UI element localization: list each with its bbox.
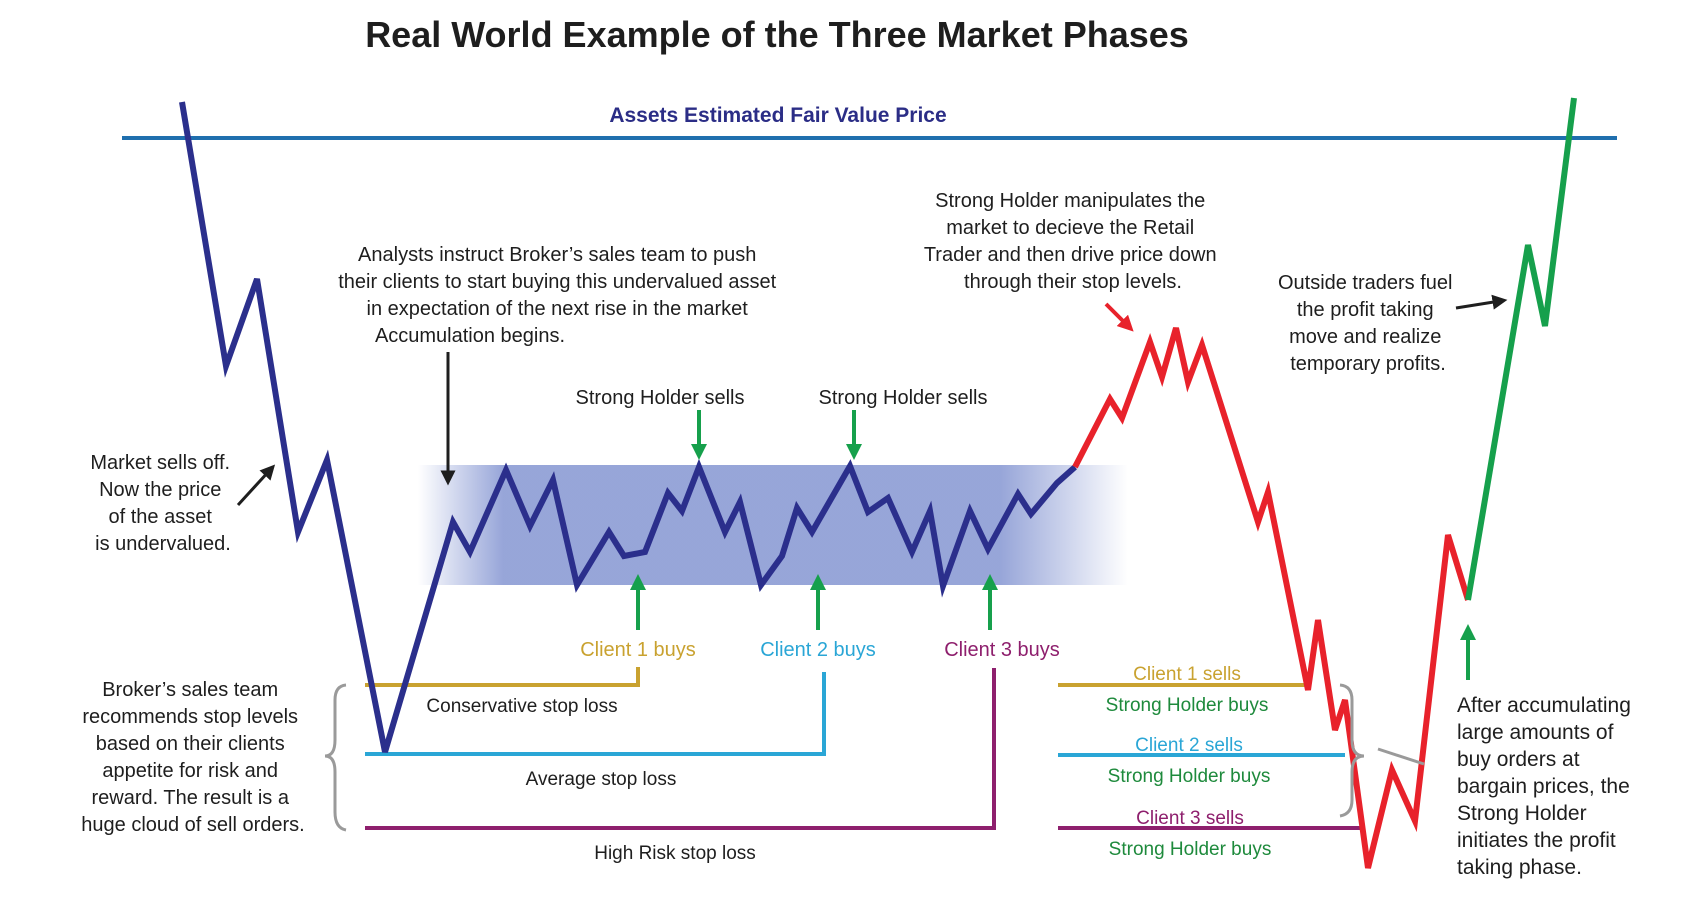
conservative-stop-loss-label: Conservative stop loss	[426, 696, 617, 717]
conservative-stop-line	[365, 667, 640, 687]
outside-traders-arrow	[1455, 294, 1508, 310]
average-stop-loss-label: Average stop loss	[526, 769, 677, 790]
high-risk-stop-loss-label: High Risk stop loss	[594, 843, 756, 864]
diagram-title: Real World Example of the Three Market P…	[365, 14, 1189, 55]
client-1-buys-label: Client 1 buys	[580, 639, 696, 661]
strong-holder-manipulates-note: Strong Holder manipulates the market to …	[924, 190, 1222, 293]
client-3-buys-label: Client 3 buys	[944, 639, 1060, 661]
strong-holder-sells-label-2: Strong Holder sells	[819, 387, 988, 409]
analysts-note: Analysts instruct Broker’s sales team to…	[338, 244, 782, 347]
strong-holder-buys-label-2: Strong Holder buys	[1108, 766, 1271, 787]
stop-levels-bracket	[324, 683, 347, 832]
bracket-connector	[1377, 747, 1425, 766]
client-2-sells-label: Client 2 sells	[1135, 735, 1243, 756]
price-path-manipulation	[1072, 327, 1471, 869]
manipulation-arrow	[1104, 302, 1134, 332]
client-2-buys-label: Client 2 buys	[760, 639, 876, 661]
broker-sales-team-note: Broker’s sales team recommends stop leve…	[81, 679, 304, 836]
after-accumulating-note: After accumulating large amounts of buy …	[1457, 694, 1637, 879]
market-sells-off-arrow	[236, 464, 276, 507]
average-stop-line	[365, 672, 826, 756]
strong-holder-buys-label-1: Strong Holder buys	[1106, 695, 1269, 716]
client-1-sells-label: Client 1 sells	[1133, 664, 1241, 685]
price-path-decline	[179, 101, 1077, 753]
outside-traders-note: Outside traders fuel the profit taking m…	[1278, 272, 1458, 375]
fair-value-label: Assets Estimated Fair Value Price	[609, 104, 946, 127]
market-sells-off-note: Market sells off. Now the price of the a…	[90, 452, 235, 555]
client-3-sells-label: Client 3 sells	[1136, 808, 1244, 829]
strong-holder-sells-label-1: Strong Holder sells	[576, 387, 745, 409]
high-risk-stop-line	[365, 668, 996, 830]
sells-bracket	[1339, 683, 1365, 818]
price-path-profit-taking	[1465, 97, 1577, 601]
strong-holder-buys-label-3: Strong Holder buys	[1109, 839, 1272, 860]
